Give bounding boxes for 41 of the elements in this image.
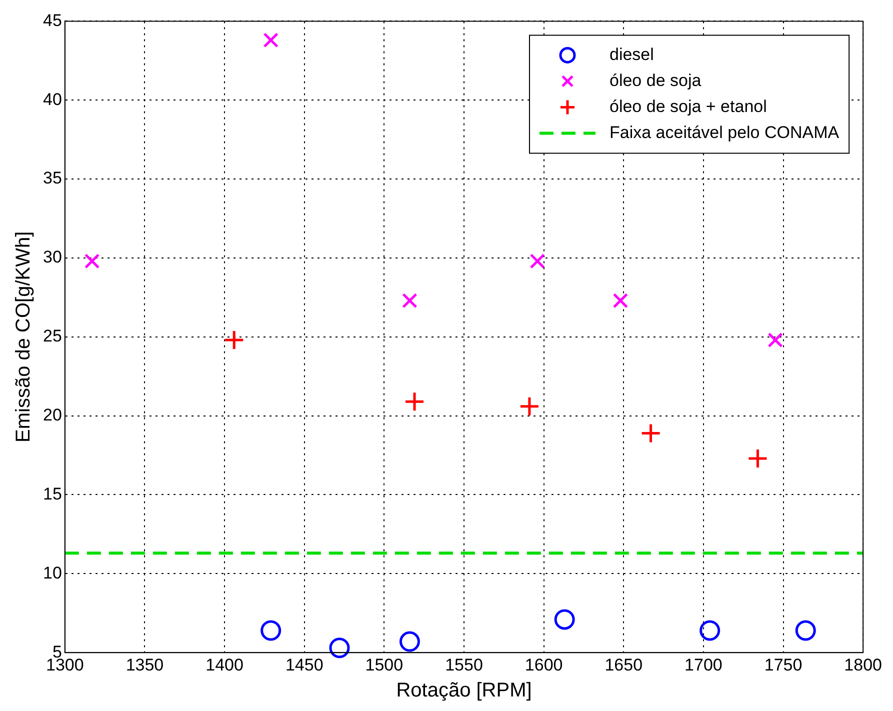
point [700, 620, 720, 641]
legend-label: diesel [610, 44, 654, 64]
point [519, 396, 540, 417]
x-tick-label: 1550 [445, 655, 483, 674]
x-tick-label: 1800 [844, 655, 882, 674]
x-tick-label: 1750 [764, 655, 802, 674]
y-tick-label: 25 [42, 326, 62, 346]
point [747, 448, 768, 469]
x-tick-label: 1500 [365, 655, 404, 674]
point [329, 638, 350, 658]
y-tick-label: 30 [42, 248, 62, 267]
x-tick-label: 1600 [524, 655, 563, 674]
point [263, 32, 278, 48]
x-axis-title: Rotação [RPM] [396, 680, 532, 702]
point [640, 422, 662, 444]
legend-label: óleo de soja [610, 70, 702, 90]
point [84, 254, 100, 269]
point [530, 254, 546, 269]
point [402, 292, 418, 308]
point [399, 631, 420, 652]
x-tick-label: 1650 [604, 655, 643, 674]
x-tick-label: 1400 [206, 655, 244, 674]
y-tick-label: 40 [42, 90, 62, 109]
x-tick-label: 1700 [684, 655, 722, 674]
y-tick-label: 15 [42, 484, 62, 504]
y-tick-label: 10 [42, 563, 62, 582]
point [260, 620, 282, 641]
y-tick-label: 45 [42, 10, 62, 30]
point [612, 292, 628, 308]
x-tick-label: 1350 [126, 655, 164, 674]
point [224, 330, 244, 350]
legend-label: óleo de soja + etanol [610, 96, 767, 116]
legend-label: Faixa aceitável pelo CONAMA [610, 122, 840, 142]
y-tick-label: 35 [42, 168, 62, 188]
point [554, 609, 575, 630]
point [404, 391, 425, 412]
point [795, 620, 816, 641]
point [768, 332, 783, 348]
y-tick-label: 20 [42, 406, 62, 425]
x-tick-label: 1450 [285, 655, 324, 674]
y-axis-title: Emissão de CO[g/KWh] [12, 231, 35, 442]
